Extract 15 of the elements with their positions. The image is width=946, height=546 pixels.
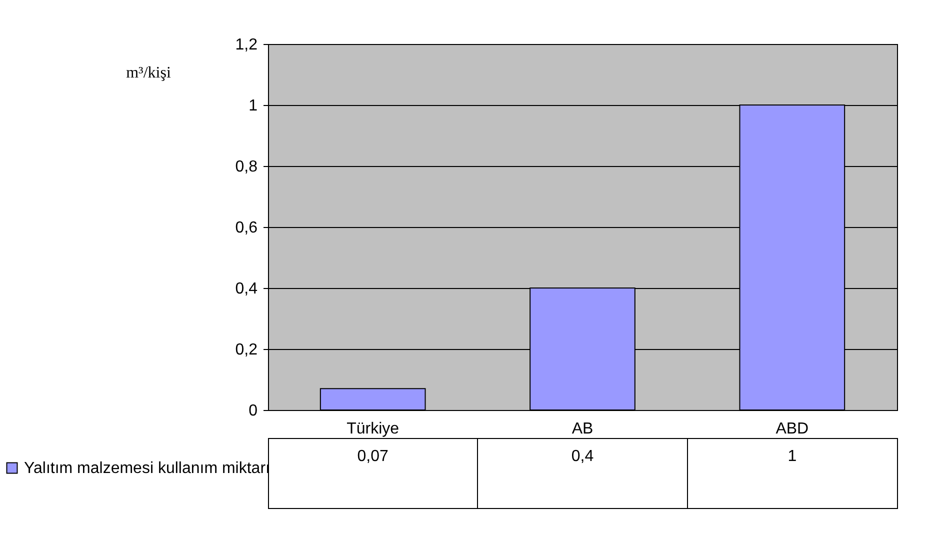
y-tick-label: 1 xyxy=(248,98,258,114)
data-label: 0,4 xyxy=(571,448,594,465)
x-tick-label: Türkiye xyxy=(346,420,400,438)
data-label: 1 xyxy=(788,448,797,465)
y-tick-label: 0,8 xyxy=(235,158,258,176)
x-tick-label: AB xyxy=(572,420,594,438)
legend-label: Yalıtım malzemesi kullanım miktarı xyxy=(24,460,270,477)
y-tick-label: 0,6 xyxy=(235,220,258,236)
y-tick-label: 1,2 xyxy=(235,36,258,54)
y-tick-label: 0,2 xyxy=(235,342,258,358)
x-tick-label: ABD xyxy=(776,420,809,438)
data-label: 0,07 xyxy=(357,448,389,465)
y-tick-label: 0,4 xyxy=(235,280,258,298)
y-tick-label: 0 xyxy=(248,402,258,420)
y-axis-title: m³/kişi xyxy=(126,64,172,82)
